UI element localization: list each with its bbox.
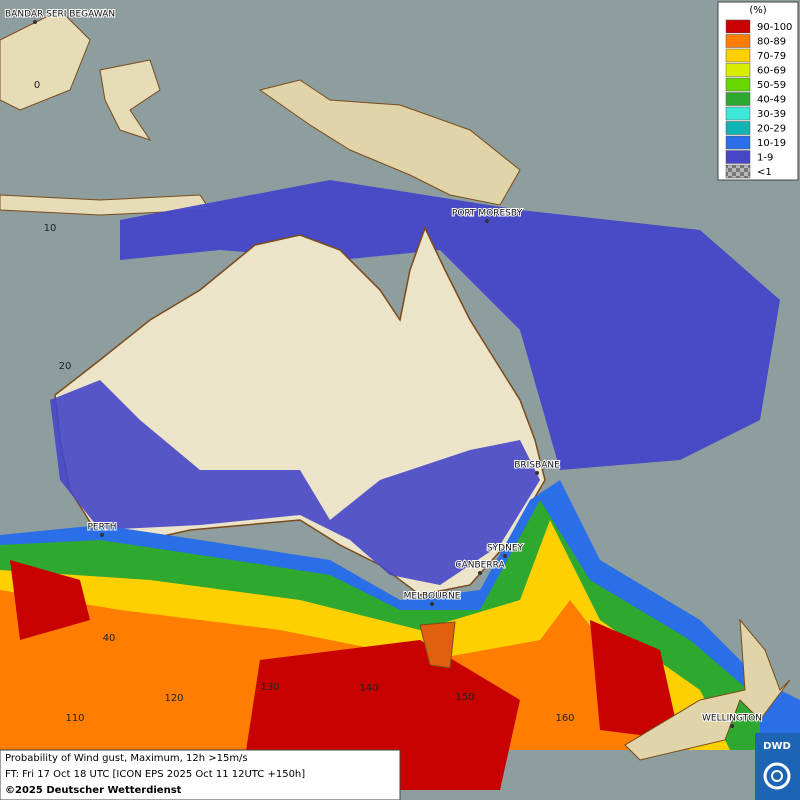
grid-label: 150: [455, 692, 474, 703]
new-guinea: [258, 79, 521, 206]
place-label: PORT MORESBY: [452, 209, 523, 219]
legend-swatch: [725, 34, 751, 48]
grid-label: 120: [164, 693, 183, 704]
place-dot: [100, 533, 104, 537]
legend-swatch: [725, 77, 751, 92]
caption-line: Probability of Wind gust, Maximum, 12h >…: [5, 753, 248, 764]
legend-swatch: [725, 48, 751, 63]
legend-label: 90-100: [757, 22, 792, 33]
place-label: WELLINGTON: [702, 714, 762, 724]
tasmania: [419, 621, 456, 669]
place-label: BANDAR SERI BEGAWAN: [5, 10, 115, 20]
caption-line: FT: Fri 17 Oct 18 UTC [ICON EPS 2025 Oct…: [5, 769, 305, 780]
logo-swirl: [763, 762, 791, 790]
legend-label: <1: [757, 167, 772, 178]
place-label: SYDNEY: [487, 544, 524, 554]
legend-label: 50-59: [757, 80, 786, 91]
borneo: [0, 9, 91, 111]
legend-label: 30-39: [757, 109, 786, 120]
legend-title: (%): [749, 5, 766, 16]
prob-area: [10, 560, 680, 790]
place-dot: [478, 571, 482, 575]
grid-label: 40: [103, 633, 116, 644]
legend-swatch: [725, 63, 751, 77]
prob-area: [50, 380, 540, 585]
legend-swatch: [725, 135, 751, 150]
place-label: MELBOURNE: [404, 592, 461, 602]
legend-swatch: [725, 164, 751, 179]
place-dot: [485, 219, 489, 223]
legend-swatch: [725, 106, 751, 121]
sulawesi: [99, 59, 161, 141]
legend-swatch: [725, 150, 751, 164]
legend-label: 1-9: [757, 153, 773, 164]
place-dot: [430, 602, 434, 606]
legend-label: 70-79: [757, 51, 786, 62]
place-dot: [33, 20, 37, 24]
legend-swatch: [725, 121, 751, 135]
legend-label: 80-89: [757, 37, 786, 48]
grid-label: 10: [44, 223, 57, 234]
grid-label: 160: [555, 713, 574, 724]
grid-label: 20: [59, 361, 72, 372]
copyright: ©2025 Deutscher Wetterdienst: [5, 785, 182, 796]
legend-swatch: [725, 19, 751, 34]
legend-label: 40-49: [757, 95, 786, 106]
legend-label: 60-69: [757, 66, 786, 77]
logo-swirl: [771, 770, 783, 782]
grid-label: 110: [65, 713, 84, 724]
place-dot: [535, 471, 539, 475]
place-label: BRISBANE: [514, 461, 560, 471]
place-label: PERTH: [88, 523, 117, 533]
legend-label: 10-19: [757, 138, 786, 149]
place-dot: [503, 554, 507, 558]
grid-label: 0: [34, 80, 40, 91]
grid-labels: 0 10 20 40 110 120 130 140 150 160: [34, 80, 575, 724]
legend-label: 20-29: [757, 124, 786, 135]
new-zealand: [624, 618, 791, 761]
grid-label: 130: [260, 682, 279, 693]
place-label: CANBERRA: [455, 561, 505, 571]
logo-text: DWD: [763, 741, 791, 752]
place-dot: [730, 724, 734, 728]
legend-items: 90-100 80-89 70-79 60-69 50-59 40-49 30-39 20-2…: [725, 19, 792, 179]
grid-label: 140: [359, 683, 378, 694]
places: BANDAR SERI BEGAWAN PORT MORESBY BRISBANE P…: [4, 9, 763, 728]
legend-swatch: [725, 92, 751, 106]
